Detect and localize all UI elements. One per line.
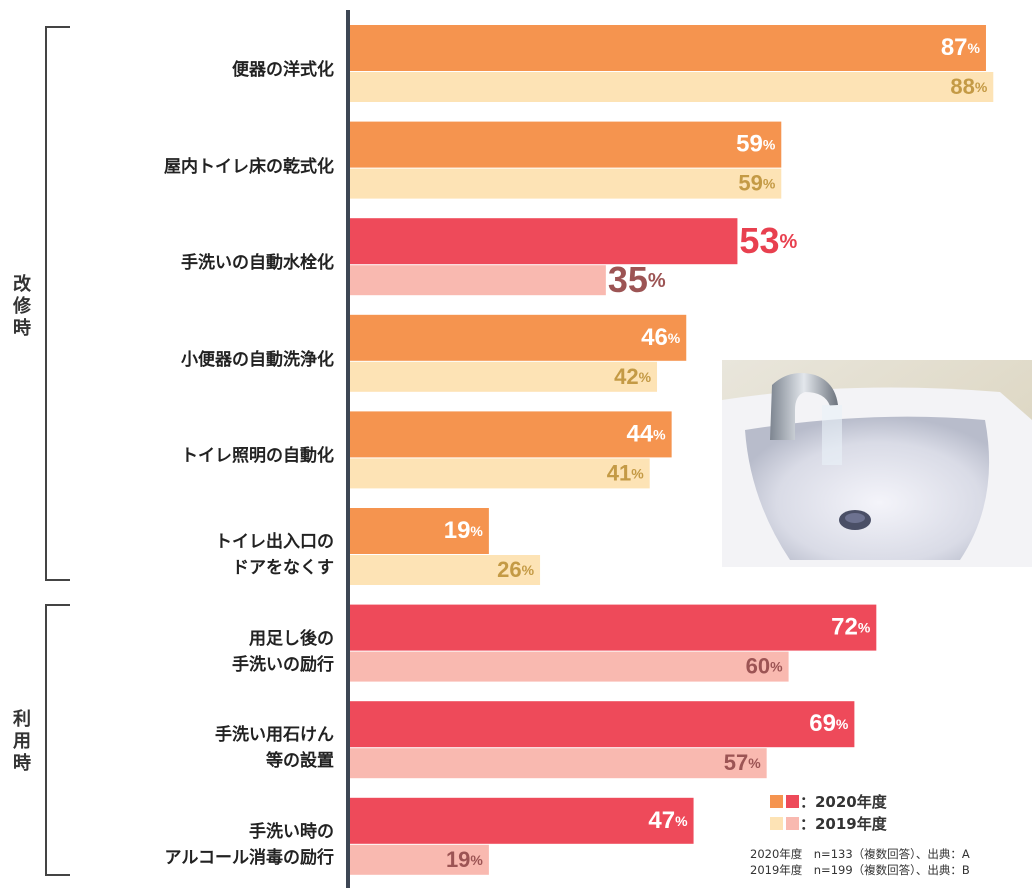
category-label: 手洗い時の アルコール消毒の励行 bbox=[34, 819, 334, 871]
legend-swatch bbox=[786, 817, 799, 830]
bar bbox=[350, 265, 606, 295]
category-label: トイレ照明の自動化 bbox=[34, 443, 334, 469]
category-label: 小便器の自動洗浄化 bbox=[34, 347, 334, 373]
bar bbox=[350, 169, 781, 199]
bar bbox=[350, 458, 650, 488]
category-label: 手洗い用石けん 等の設置 bbox=[34, 722, 334, 774]
group-bracket bbox=[46, 27, 70, 580]
category-label: トイレ出入口の ドアをなくす bbox=[34, 529, 334, 581]
bar bbox=[350, 362, 657, 392]
bar bbox=[350, 315, 686, 361]
page: 87%88%59%59%53%35%46%42%44%41%19%26%72%6… bbox=[0, 0, 1032, 888]
group-label: 利 用 時 bbox=[10, 709, 34, 775]
bar bbox=[350, 218, 737, 264]
bar bbox=[350, 411, 672, 457]
bar bbox=[350, 798, 694, 844]
category-label: 便器の洋式化 bbox=[34, 57, 334, 83]
legend-swatch bbox=[770, 795, 783, 808]
legend-label: ：2019年度 bbox=[800, 813, 887, 834]
legend-swatch bbox=[770, 817, 783, 830]
bar bbox=[350, 652, 789, 682]
bar bbox=[350, 605, 876, 651]
value-label: 35% bbox=[608, 259, 666, 300]
category-label: 用足し後の 手洗いの励行 bbox=[34, 626, 334, 678]
bar bbox=[350, 748, 767, 778]
category-label: 手洗いの自動水栓化 bbox=[34, 250, 334, 276]
bar bbox=[350, 25, 986, 71]
legend-swatch bbox=[786, 795, 799, 808]
value-label: 53% bbox=[739, 220, 797, 261]
footnote: 2020年度 n=133（複数回答）、出典：A bbox=[750, 846, 970, 862]
legend-label: ：2020年度 bbox=[800, 791, 887, 812]
bar bbox=[350, 122, 781, 168]
footnote: 2019年度 n=199（複数回答）、出典：B bbox=[750, 862, 970, 878]
photo bbox=[722, 360, 1032, 567]
bar bbox=[350, 701, 854, 747]
bar bbox=[350, 72, 993, 102]
group-label: 改 修 時 bbox=[10, 274, 34, 340]
category-label: 屋内トイレ床の乾式化 bbox=[34, 154, 334, 180]
